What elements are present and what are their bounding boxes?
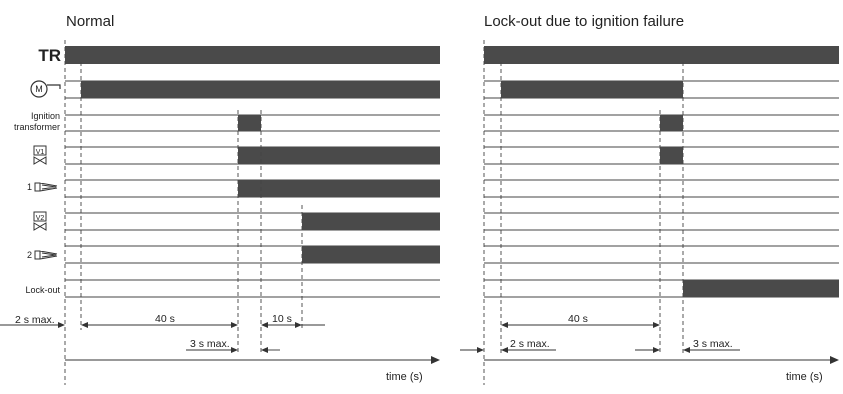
motor-icon: M (30, 80, 61, 98)
valve1-symbol-label: V1 (36, 149, 45, 156)
ignition-label-line2: transformer (14, 122, 60, 132)
flame1-icon (34, 182, 58, 192)
valve1-signal-normal (238, 147, 440, 164)
lockout-dim-40s: 40 s (568, 313, 588, 325)
lockout-diagram: Lock-out due to ignition failure 40 s (460, 13, 839, 385)
valve1-signal-lockout (660, 147, 683, 164)
normal-dim-40s: 40 s (155, 313, 175, 325)
ignition-signal-normal (238, 115, 261, 131)
flame1-number: 1 (27, 182, 32, 192)
lockout-dim-2s: 2 s max. (510, 338, 550, 350)
lockout-dim-3s: 3 s max. (693, 338, 733, 350)
valve2-signal-normal (302, 213, 440, 230)
normal-dim-2s: 2 s max. (15, 314, 55, 326)
flame2-signal-normal (302, 246, 440, 263)
normal-diagram: Normal TR M Ignition transformer V1 1 (0, 13, 440, 385)
lockout-time-axis-label: time (s) (786, 371, 823, 383)
tr-signal-lockout (484, 46, 839, 64)
motor-signal-lockout (501, 81, 683, 98)
normal-title: Normal (66, 13, 114, 30)
valve2-icon: V2 (33, 211, 47, 231)
motor-symbol-label: M (35, 84, 43, 94)
valve1-icon: V1 (33, 145, 47, 165)
lockout-label: Lock-out (25, 285, 60, 295)
lockout-title: Lock-out due to ignition failure (484, 13, 684, 30)
ignition-signal-lockout (660, 115, 683, 131)
ignition-label-line1: Ignition (31, 111, 60, 121)
tr-signal-normal (65, 46, 440, 64)
tr-label: TR (38, 46, 61, 65)
motor-signal-normal (81, 81, 440, 98)
flame1-signal-normal (238, 180, 440, 197)
normal-dim-10s: 10 s (272, 313, 292, 325)
valve2-symbol-label: V2 (36, 215, 45, 222)
flame2-icon (34, 250, 58, 260)
lockout-signal-lockout (683, 280, 839, 297)
normal-time-axis-label: time (s) (386, 371, 423, 383)
normal-dim-3s: 3 s max. (190, 338, 230, 350)
flame2-number: 2 (27, 250, 32, 260)
